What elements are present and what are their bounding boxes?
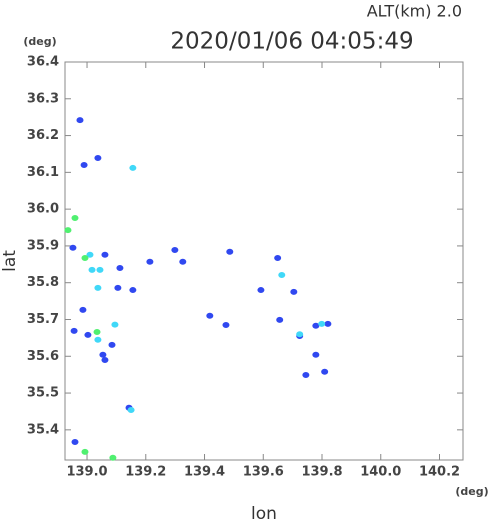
echo-point (64, 227, 72, 234)
echo-point (71, 438, 79, 445)
echo-point (81, 448, 89, 455)
echo-point (114, 284, 122, 291)
echo-point (129, 164, 137, 171)
y-tick-label: 35.8 (27, 275, 59, 290)
subtitle: ALT(km) 2.0 (367, 2, 462, 21)
echo-point (76, 117, 84, 124)
echo-point (321, 368, 329, 375)
x-tick-label: 139.6 (243, 465, 284, 480)
y-tick-label: 35.7 (27, 312, 59, 327)
echo-point (108, 341, 116, 348)
echo-point (312, 322, 320, 329)
echo-point (79, 306, 87, 313)
plot-frame (64, 61, 464, 461)
echo-point (129, 287, 137, 294)
echo-point (101, 356, 109, 363)
y-tick-label: 35.6 (27, 349, 59, 364)
echo-point (226, 248, 234, 255)
echo-point (88, 266, 96, 273)
echo-point (274, 255, 282, 262)
echo-point (206, 312, 214, 319)
y-tick-label: 35.4 (27, 422, 59, 437)
echo-point (94, 336, 102, 343)
echo-point (171, 246, 179, 253)
x-axis-label: lon (251, 504, 277, 521)
echo-point (94, 284, 102, 291)
y-tick-label: 36.0 (27, 202, 59, 217)
echo-point (71, 214, 79, 221)
x-tick-label: 139.2 (125, 465, 166, 480)
echo-point (81, 255, 89, 262)
x-tick-label: 139.8 (301, 465, 342, 480)
echo-point (302, 372, 310, 379)
echo-point (111, 321, 119, 328)
echo-point (80, 161, 88, 168)
y-tick-label: 36.2 (27, 128, 59, 143)
echo-point (222, 322, 230, 329)
echo-point (318, 320, 326, 327)
echo-point (109, 454, 117, 461)
x-tick-label: 140.2 (419, 465, 460, 480)
chart-title: 2020/01/06 04:05:49 (170, 29, 413, 55)
y-tick-label: 36.4 (27, 55, 59, 70)
y-unit: (deg) (23, 35, 56, 48)
echo-point (86, 251, 94, 258)
echo-point (70, 327, 78, 334)
y-tick-label: 36.1 (27, 165, 59, 180)
x-tick-label: 140.0 (360, 465, 401, 480)
y-tick-label: 35.5 (27, 386, 59, 401)
echo-point (290, 288, 298, 295)
echo-point (116, 264, 124, 271)
echo-point (69, 244, 77, 251)
echo-point (127, 406, 135, 413)
echo-point (101, 251, 109, 258)
y-tick-label: 35.9 (27, 238, 59, 253)
x-tick-label: 139.4 (184, 465, 225, 480)
echo-point (99, 351, 107, 358)
echo-point (296, 331, 304, 338)
x-unit: (deg) (455, 485, 488, 498)
x-tick-label: 139.0 (66, 465, 107, 480)
echo-point (93, 328, 101, 335)
echo-point (146, 258, 154, 265)
echo-point (94, 155, 102, 162)
echo-point (276, 316, 284, 323)
y-axis-label: lat (0, 250, 20, 272)
echo-point (84, 331, 92, 338)
echo-point (312, 351, 320, 358)
echo-point (324, 320, 332, 327)
echo-point (257, 287, 265, 294)
echo-point (278, 271, 286, 278)
echo-point (96, 266, 104, 273)
y-tick-label: 36.3 (27, 91, 59, 106)
echo-point (179, 258, 187, 265)
